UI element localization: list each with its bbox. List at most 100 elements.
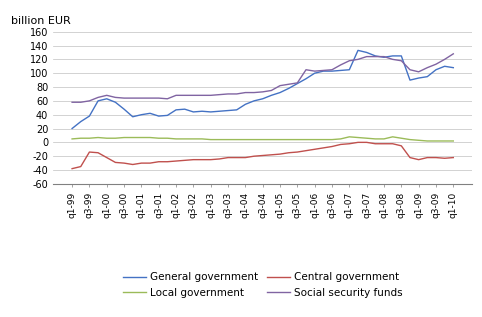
General government bbox=[225, 109, 231, 113]
Social security funds bbox=[86, 99, 92, 103]
Social security funds bbox=[199, 94, 205, 97]
General government bbox=[104, 97, 109, 101]
Central government bbox=[312, 147, 318, 151]
General government bbox=[312, 71, 318, 75]
Social security funds bbox=[416, 70, 422, 74]
Social security funds bbox=[321, 68, 326, 72]
Social security funds bbox=[442, 57, 447, 61]
Social security funds bbox=[312, 69, 318, 73]
Central government bbox=[416, 158, 422, 162]
General government bbox=[286, 87, 292, 90]
Social security funds bbox=[208, 94, 214, 97]
Local government bbox=[321, 138, 326, 141]
Social security funds bbox=[364, 55, 370, 59]
Local government bbox=[303, 138, 309, 141]
Central government bbox=[216, 157, 222, 161]
Social security funds bbox=[104, 94, 109, 97]
General government bbox=[86, 114, 92, 118]
Central government bbox=[199, 158, 205, 162]
Social security funds bbox=[450, 52, 456, 56]
General government bbox=[303, 77, 309, 81]
Social security funds bbox=[95, 95, 101, 99]
Local government bbox=[242, 138, 248, 141]
Central government bbox=[251, 154, 257, 158]
General government bbox=[156, 114, 161, 118]
Local government bbox=[450, 139, 456, 143]
Central government bbox=[260, 154, 266, 158]
Local government bbox=[407, 138, 413, 141]
General government bbox=[364, 50, 370, 54]
Social security funds bbox=[216, 93, 222, 97]
Local government bbox=[121, 136, 127, 139]
Line: Local government: Local government bbox=[72, 137, 453, 141]
General government bbox=[381, 55, 387, 59]
Local government bbox=[286, 138, 292, 141]
Central government bbox=[234, 156, 240, 159]
Central government bbox=[277, 152, 283, 156]
Central government bbox=[286, 151, 292, 155]
General government bbox=[78, 120, 84, 124]
Social security funds bbox=[338, 63, 344, 67]
Central government bbox=[390, 142, 396, 146]
Central government bbox=[450, 156, 456, 159]
General government bbox=[425, 75, 430, 79]
Central government bbox=[295, 150, 300, 154]
Local government bbox=[390, 135, 396, 139]
Social security funds bbox=[399, 59, 404, 63]
Social security funds bbox=[381, 55, 387, 59]
Central government bbox=[121, 161, 127, 165]
General government bbox=[390, 54, 396, 58]
Local government bbox=[364, 136, 370, 140]
Central government bbox=[373, 142, 378, 146]
Social security funds bbox=[355, 57, 361, 61]
General government bbox=[329, 69, 335, 73]
Central government bbox=[138, 161, 144, 165]
Central government bbox=[425, 156, 430, 159]
Social security funds bbox=[303, 68, 309, 72]
Central government bbox=[86, 150, 92, 154]
Local government bbox=[190, 137, 196, 141]
Local government bbox=[312, 138, 318, 141]
Social security funds bbox=[407, 68, 413, 72]
Local government bbox=[78, 136, 84, 140]
Social security funds bbox=[69, 100, 75, 104]
Central government bbox=[208, 158, 214, 162]
Local government bbox=[225, 138, 231, 141]
Central government bbox=[442, 156, 447, 160]
Local government bbox=[95, 136, 101, 139]
Central government bbox=[303, 149, 309, 152]
General government bbox=[121, 107, 127, 111]
Social security funds bbox=[182, 94, 187, 97]
General government bbox=[190, 110, 196, 114]
Local government bbox=[69, 137, 75, 141]
Local government bbox=[277, 138, 283, 141]
General government bbox=[416, 76, 422, 80]
General government bbox=[407, 78, 413, 82]
General government bbox=[277, 91, 283, 94]
Local government bbox=[260, 138, 266, 141]
Central government bbox=[104, 156, 109, 159]
General government bbox=[199, 109, 205, 113]
Social security funds bbox=[251, 91, 257, 94]
Central government bbox=[407, 156, 413, 159]
Central government bbox=[355, 140, 361, 144]
Social security funds bbox=[329, 68, 335, 72]
Central government bbox=[78, 165, 84, 168]
Social security funds bbox=[121, 96, 127, 100]
Local government bbox=[234, 138, 240, 141]
Local government bbox=[355, 136, 361, 139]
General government bbox=[208, 110, 214, 114]
Central government bbox=[156, 160, 161, 164]
General government bbox=[147, 111, 153, 115]
General government bbox=[442, 64, 447, 68]
Local government bbox=[433, 139, 439, 143]
Social security funds bbox=[225, 92, 231, 96]
General government bbox=[450, 66, 456, 69]
Social security funds bbox=[164, 97, 170, 101]
Social security funds bbox=[147, 96, 153, 100]
Local government bbox=[347, 135, 352, 139]
General government bbox=[164, 113, 170, 117]
Central government bbox=[399, 144, 404, 148]
General government bbox=[173, 108, 179, 112]
Local government bbox=[268, 138, 274, 141]
